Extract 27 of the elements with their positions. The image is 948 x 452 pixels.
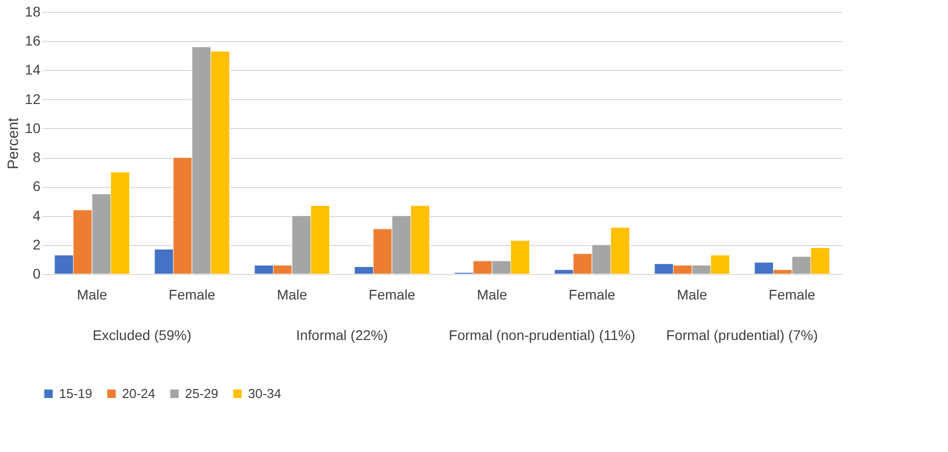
x-tick-label: Male (76, 286, 108, 302)
x-tick-label: Male (276, 286, 308, 302)
text: Formal (prudential) (7%) (666, 327, 818, 343)
x-tick-label: Female (168, 286, 216, 302)
text: Formal (non-prudential) (11%) (448, 327, 636, 343)
text: Informal (22%) (296, 327, 388, 343)
y-tick-label: 6 (32, 178, 41, 194)
legend-label: 15-19 (59, 386, 92, 401)
y-tick-label: 16 (24, 32, 41, 49)
x-tick-label: Female (368, 286, 416, 302)
y-tick-label: 4 (32, 207, 41, 224)
x-tick-label: Female (768, 286, 816, 302)
x-tick-label: Male (476, 286, 508, 302)
x-tick-label: Female (568, 286, 616, 302)
x-tick-label: Male (676, 286, 708, 302)
text: Excluded (59%) (92, 327, 192, 343)
y-tick-label: 18 (24, 4, 41, 20)
legend-label: 25-29 (185, 386, 218, 401)
y-tick-label: 2 (32, 236, 41, 252)
y-axis-title: Percent (4, 116, 22, 170)
y-tick-label: 8 (32, 149, 41, 166)
y-tick-label: 14 (24, 62, 41, 78)
legend-label: 30-34 (248, 386, 282, 401)
y-tick-label: 10 (24, 120, 41, 136)
legend-label: 20-24 (122, 386, 156, 401)
y-tick-label: 0 (32, 266, 41, 282)
y-tick-label: 12 (24, 90, 41, 107)
